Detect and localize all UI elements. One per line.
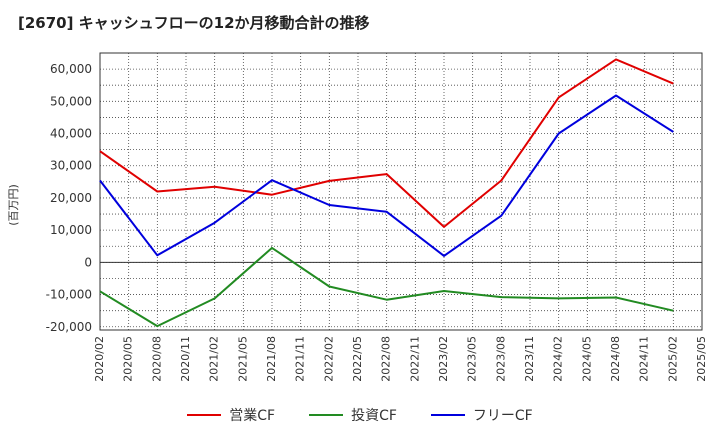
x-tick-label: 2024/05 [580, 336, 593, 382]
plot-frame [99, 52, 703, 331]
series-line [99, 94, 674, 257]
y-tick-label: 0 [84, 255, 92, 269]
x-tick-label: 2024/08 [609, 336, 622, 382]
x-tick-label: 2023/05 [466, 336, 479, 382]
legend-swatch [309, 414, 344, 416]
y-tick-label: -20,000 [46, 320, 92, 334]
y-tick-label: 10,000 [50, 223, 92, 237]
y-tick-label: 50,000 [50, 94, 92, 108]
legend-item: 営業CF [187, 405, 275, 425]
x-tick-label: 2021/08 [265, 336, 278, 382]
x-tick-label: 2024/11 [638, 336, 651, 382]
y-axis-title: (百万円) [7, 184, 20, 226]
x-tick-label: 2022/02 [322, 336, 335, 382]
x-tick-label: 2020/11 [179, 336, 192, 382]
legend: 営業CF 投資CF フリーCF [0, 402, 720, 428]
x-tick-label: 2020/02 [93, 336, 106, 382]
legend-label: フリーCF [472, 408, 533, 424]
x-tick-label: 2022/05 [351, 336, 364, 382]
x-tick-label: 2025/05 [695, 336, 708, 382]
y-tick-label: -10,000 [46, 288, 92, 302]
grid-layer [99, 52, 703, 330]
series-line [99, 58, 674, 228]
x-tick-label: 2022/08 [380, 336, 393, 382]
x-tick-label: 2023/11 [523, 336, 536, 382]
legend-swatch [187, 414, 222, 416]
series-line [99, 246, 674, 328]
x-tick-label: 2022/11 [408, 336, 421, 382]
x-tick-label: 2023/08 [494, 336, 507, 382]
x-tick-label: 2024/02 [552, 336, 565, 382]
x-tick-label: 2025/02 [666, 336, 679, 382]
x-tick-label: 2021/02 [208, 336, 221, 382]
legend-label: 営業CF [229, 408, 276, 424]
x-tick-label: 2020/08 [150, 336, 163, 382]
y-tick-label: 40,000 [50, 127, 92, 141]
chart-title: [2670] キャッシュフローの12か月移動合計の推移 [18, 14, 370, 32]
x-tick-label: 2020/05 [122, 336, 135, 382]
y-tick-label: 20,000 [50, 191, 92, 205]
x-tick-label: 2021/05 [236, 336, 249, 382]
y-tick-label: 60,000 [50, 62, 92, 76]
legend-item: フリーCF [430, 405, 533, 425]
axis-layer: -20,000 -10,000 0 10,000 20,000 30,000 40,000 5… [46, 52, 708, 382]
x-tick-label: 2023/02 [437, 336, 450, 382]
x-tick-label: 2021/11 [294, 336, 307, 382]
series-layer [99, 58, 674, 328]
legend-label: 投資CF [351, 408, 397, 424]
y-tick-label: 30,000 [50, 159, 92, 173]
legend-swatch [430, 414, 465, 416]
legend-item: 投資CF [309, 405, 397, 425]
